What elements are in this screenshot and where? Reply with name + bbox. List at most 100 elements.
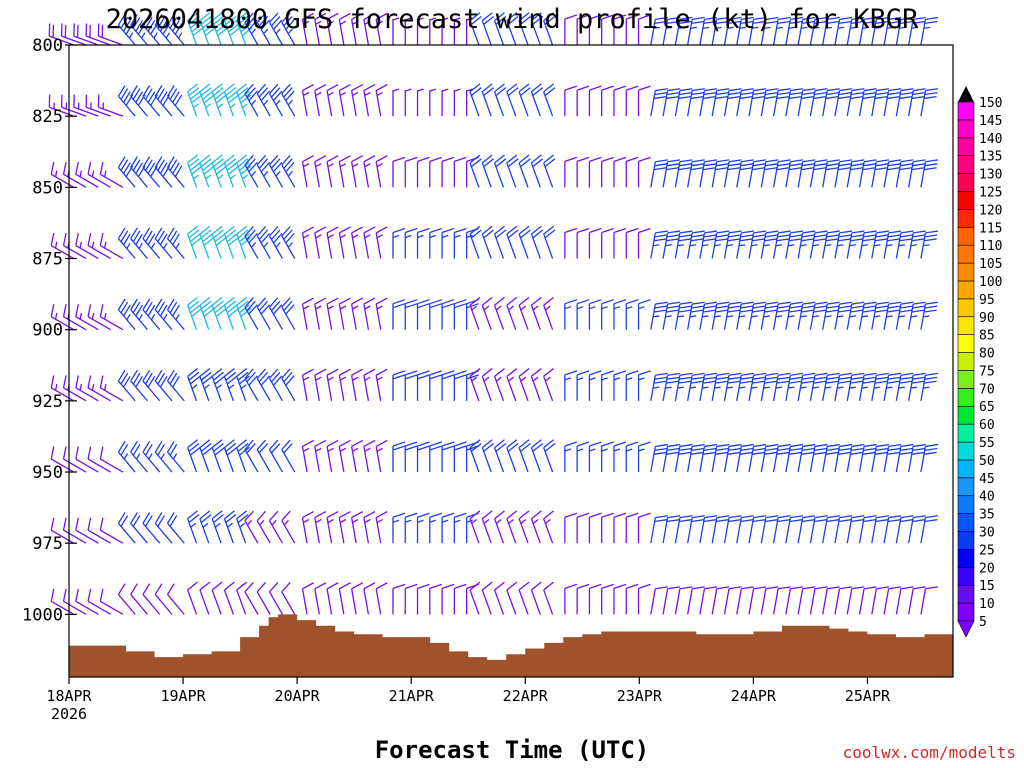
barb-half-flag [193,103,199,109]
wind-barb [453,17,461,45]
barb-flag [589,583,602,589]
barb-flag [790,372,803,376]
barb-flag [240,308,252,318]
barb-flag [851,586,865,590]
barb-flag [741,88,754,92]
barb-flag [237,229,249,239]
barb-half-flag [150,242,156,249]
barb-half-flag [315,234,322,239]
wind-barb [576,156,590,188]
barb-staff [736,19,742,46]
barb-flag [850,234,864,238]
barb-flag [166,13,175,26]
barb-staff [63,173,87,188]
barb-flag [653,167,667,171]
barb-flag [123,233,131,246]
barb-staff [662,19,669,46]
colorbar-band [957,316,975,335]
barb-flag [188,15,200,25]
barb-half-flag [138,313,143,321]
barb-flag [802,230,816,234]
barb-flag [764,238,778,242]
barb-flag [666,20,680,24]
barb-flag [268,12,279,23]
wind-barb [576,227,590,259]
barb-flag [224,296,235,306]
barb-flag [814,586,828,590]
wind-barb [441,512,455,544]
barb-half-flag [800,386,807,389]
barb-flag [876,443,889,448]
barb-half-flag [898,386,905,389]
barb-half-flag [520,519,527,524]
barb-flag [543,83,555,93]
barb-flag [326,83,339,92]
barb-half-flag [190,522,197,528]
barb-flag [667,443,681,448]
barb-half-flag [738,315,746,318]
barb-flag [246,87,256,98]
barb-flag [244,12,254,23]
barb-flag [764,380,778,384]
wind-barb [187,581,198,615]
colorbar-label: 140 [979,132,1002,147]
barb-half-flag [564,306,572,310]
barb-half-flag [104,241,107,249]
barb-flag [740,234,754,238]
barb-flag [157,372,166,385]
barb-flag [142,85,151,97]
barb-flag [814,163,827,167]
barb-flag [638,156,651,162]
barb-flag [405,583,418,589]
barb-flag [788,380,802,384]
wind-barb [506,439,519,473]
wind-barb [748,301,767,330]
barb-half-flag [483,519,490,524]
barb-flag [765,515,779,519]
barb-staff [772,161,779,188]
barb-flag [237,371,249,381]
barb-flag [314,83,327,92]
wind-barb [441,156,455,188]
barb-flag [679,586,693,590]
wind-barb [723,230,742,259]
wind-barb [117,13,136,46]
barb-half-flag [392,234,400,239]
barb-flag [481,12,493,22]
barb-flag [172,375,180,388]
barb-flag [576,156,590,162]
barb-flag [417,227,430,234]
wind-barb [211,154,227,188]
barb-staff [797,446,804,473]
barb-flag [248,161,258,173]
colorbar-label: 130 [979,168,1002,183]
barb-flag [765,92,778,96]
barb-flag [912,234,926,238]
barb-flag [626,85,639,91]
barb-flag [174,94,183,106]
wind-barb [920,443,939,473]
barb-half-flag [788,244,795,247]
barb-flag [765,301,779,305]
wind-barb [281,297,296,331]
barb-flag [281,226,291,237]
barb-half-flag [690,26,697,29]
barb-flag [166,298,175,311]
wind-barb [211,439,226,473]
wind-barb [576,14,590,45]
barb-flag [825,167,839,171]
barb-flag [285,233,295,244]
wind-barb [350,582,364,615]
barb-staff [211,305,222,330]
wind-barb [530,83,544,117]
barb-flag [213,158,224,168]
barb-flag [790,443,803,448]
barb-flag [826,305,840,309]
barb-flag [199,581,211,591]
colorbar-label: 20 [979,561,995,576]
barb-half-flag [788,386,795,389]
barb-flag [405,156,418,162]
wind-barb [822,443,840,473]
barb-flag [838,305,852,309]
